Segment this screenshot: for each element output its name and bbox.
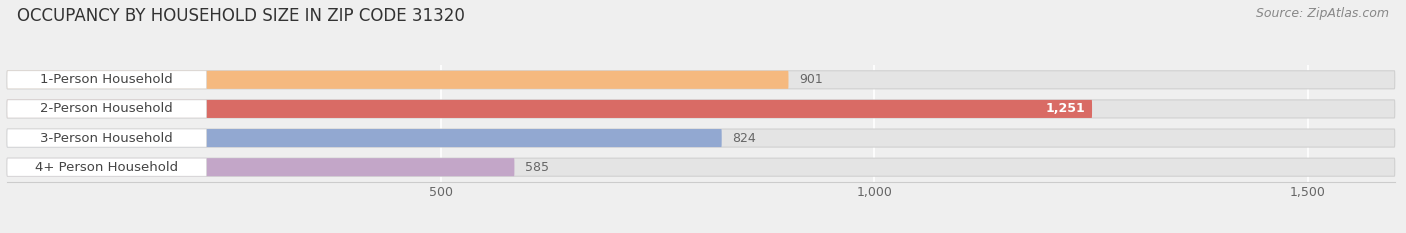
Text: 1-Person Household: 1-Person Household bbox=[41, 73, 173, 86]
FancyBboxPatch shape bbox=[7, 158, 1395, 176]
Text: Source: ZipAtlas.com: Source: ZipAtlas.com bbox=[1256, 7, 1389, 20]
FancyBboxPatch shape bbox=[7, 71, 1395, 89]
FancyBboxPatch shape bbox=[7, 100, 207, 118]
FancyBboxPatch shape bbox=[7, 158, 515, 176]
Text: OCCUPANCY BY HOUSEHOLD SIZE IN ZIP CODE 31320: OCCUPANCY BY HOUSEHOLD SIZE IN ZIP CODE … bbox=[17, 7, 465, 25]
Text: 3-Person Household: 3-Person Household bbox=[41, 132, 173, 144]
FancyBboxPatch shape bbox=[7, 129, 721, 147]
FancyBboxPatch shape bbox=[7, 100, 1395, 118]
Text: 1,251: 1,251 bbox=[1046, 103, 1085, 115]
FancyBboxPatch shape bbox=[7, 71, 207, 89]
FancyBboxPatch shape bbox=[7, 158, 207, 176]
FancyBboxPatch shape bbox=[7, 129, 1395, 147]
FancyBboxPatch shape bbox=[7, 100, 1092, 118]
Text: 585: 585 bbox=[524, 161, 548, 174]
Text: 901: 901 bbox=[799, 73, 823, 86]
Text: 4+ Person Household: 4+ Person Household bbox=[35, 161, 179, 174]
FancyBboxPatch shape bbox=[7, 71, 789, 89]
FancyBboxPatch shape bbox=[7, 129, 207, 147]
Text: 824: 824 bbox=[733, 132, 756, 144]
Text: 2-Person Household: 2-Person Household bbox=[41, 103, 173, 115]
